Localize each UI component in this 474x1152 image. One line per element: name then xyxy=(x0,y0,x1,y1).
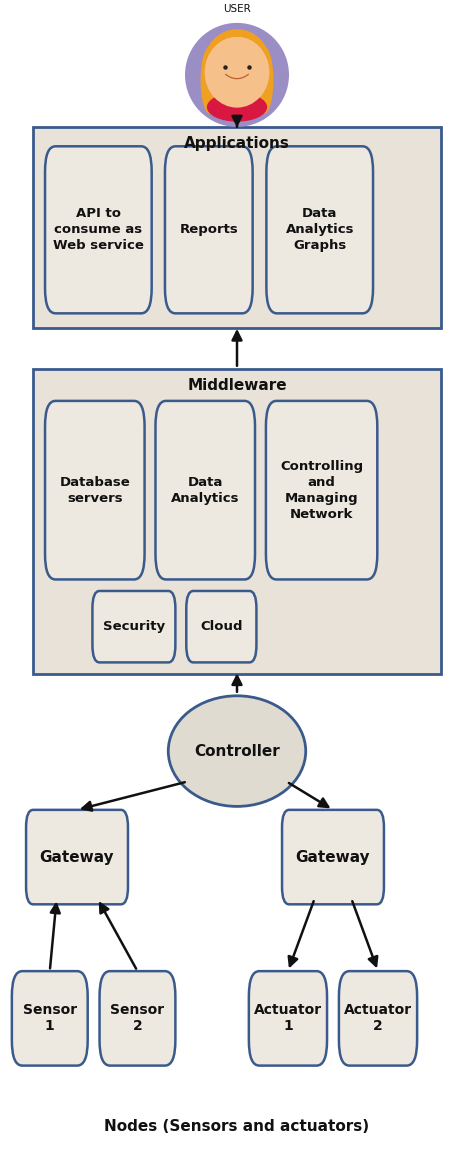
Ellipse shape xyxy=(207,92,267,122)
Text: Database
servers: Database servers xyxy=(59,476,130,505)
Text: Middleware: Middleware xyxy=(187,378,287,393)
FancyBboxPatch shape xyxy=(45,401,145,579)
FancyBboxPatch shape xyxy=(155,401,255,579)
FancyBboxPatch shape xyxy=(282,810,384,904)
Text: Gateway: Gateway xyxy=(40,849,114,865)
Text: Data
Analytics
Graphs: Data Analytics Graphs xyxy=(285,207,354,252)
FancyBboxPatch shape xyxy=(45,146,152,313)
FancyBboxPatch shape xyxy=(100,971,175,1066)
Text: Gateway: Gateway xyxy=(296,849,370,865)
Text: Nodes (Sensors and actuators): Nodes (Sensors and actuators) xyxy=(104,1119,370,1135)
Text: Data
Analytics: Data Analytics xyxy=(171,476,239,505)
Ellipse shape xyxy=(205,37,269,107)
Ellipse shape xyxy=(203,29,271,101)
FancyBboxPatch shape xyxy=(249,971,327,1066)
FancyBboxPatch shape xyxy=(339,971,417,1066)
Ellipse shape xyxy=(255,46,273,114)
Text: Reports: Reports xyxy=(180,223,238,236)
Text: Sensor
2: Sensor 2 xyxy=(110,1003,164,1033)
Text: Cloud: Cloud xyxy=(200,620,243,634)
Text: API to
consume as
Web service: API to consume as Web service xyxy=(53,207,144,252)
Bar xyxy=(33,127,441,328)
Text: Controller: Controller xyxy=(194,743,280,759)
Text: Actuator
2: Actuator 2 xyxy=(344,1003,412,1033)
Ellipse shape xyxy=(185,23,289,127)
Ellipse shape xyxy=(168,696,306,806)
Ellipse shape xyxy=(205,37,269,107)
FancyBboxPatch shape xyxy=(266,401,377,579)
Ellipse shape xyxy=(201,46,219,114)
FancyBboxPatch shape xyxy=(165,146,253,313)
FancyBboxPatch shape xyxy=(266,146,373,313)
FancyBboxPatch shape xyxy=(92,591,175,662)
FancyBboxPatch shape xyxy=(12,971,88,1066)
FancyBboxPatch shape xyxy=(26,810,128,904)
Text: Security: Security xyxy=(103,620,165,634)
Text: Controlling
and
Managing
Network: Controlling and Managing Network xyxy=(280,460,363,521)
Text: Sensor
1: Sensor 1 xyxy=(23,1003,77,1033)
Text: Actuator
1: Actuator 1 xyxy=(254,1003,322,1033)
FancyBboxPatch shape xyxy=(186,591,256,662)
Text: USER: USER xyxy=(223,3,251,14)
Bar xyxy=(33,369,441,674)
Text: Applications: Applications xyxy=(184,136,290,151)
